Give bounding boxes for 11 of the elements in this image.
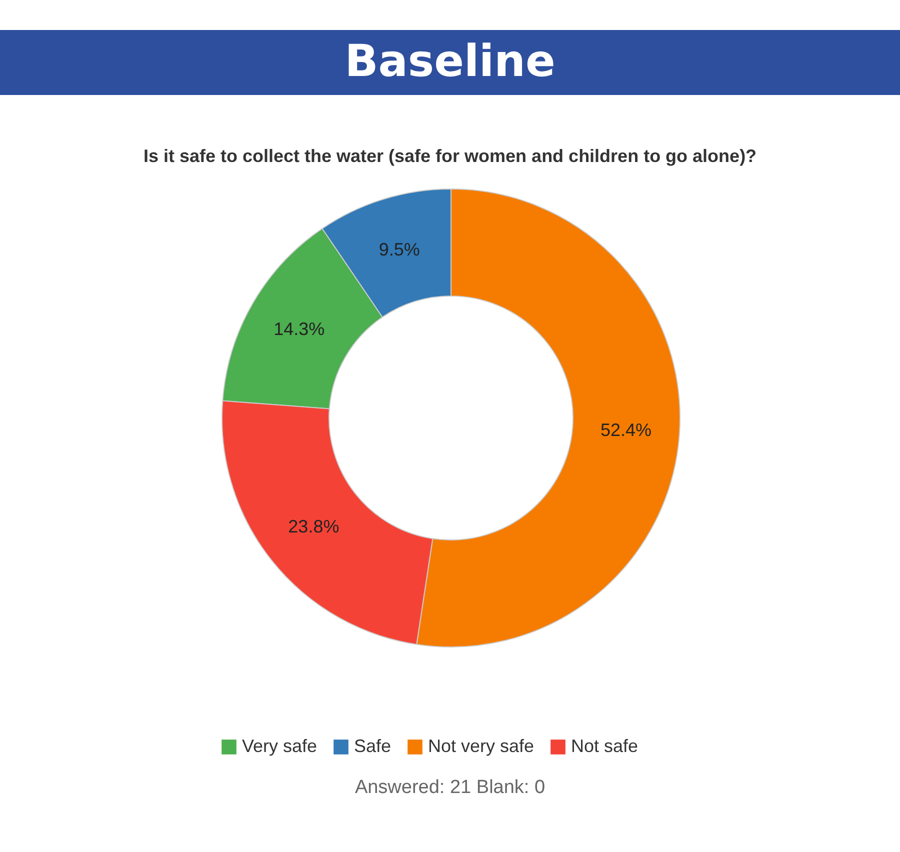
legend-label: Very safe [242, 736, 318, 756]
legend-label: Not safe [571, 736, 638, 756]
chart-title: Baseline [344, 36, 556, 87]
text: Answered: 21 Blank: 0 [354, 777, 546, 798]
data-label: 14.3% [274, 319, 325, 340]
data-label: 9.5% [378, 239, 420, 260]
data-label: 23.8% [288, 516, 340, 536]
chart-subtitle: Is it safe to collect the water (safe for women and children to go alone)? [143, 146, 757, 166]
legend-label: Not very safe [428, 736, 534, 756]
data-label: 52.4% [600, 420, 652, 440]
legend-label: Safe [354, 736, 392, 756]
